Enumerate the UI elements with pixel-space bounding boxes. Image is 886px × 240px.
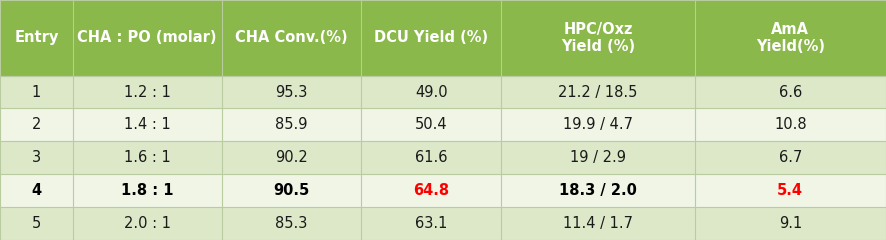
Text: 4: 4	[31, 183, 42, 198]
Bar	[0, 76, 73, 108]
Bar	[0, 174, 73, 207]
Text: CHA Conv.(%): CHA Conv.(%)	[235, 30, 348, 45]
Bar	[695, 174, 886, 207]
Text: 5: 5	[32, 216, 41, 231]
Bar	[73, 0, 222, 76]
Text: 95.3: 95.3	[276, 84, 307, 100]
Bar	[222, 207, 361, 240]
Bar	[0, 108, 73, 141]
Bar	[695, 76, 886, 108]
Text: DCU Yield (%): DCU Yield (%)	[375, 30, 488, 45]
Text: 11.4 / 1.7: 11.4 / 1.7	[563, 216, 633, 231]
Text: 85.9: 85.9	[276, 117, 307, 132]
Text: 2: 2	[32, 117, 41, 132]
Bar	[73, 76, 222, 108]
Text: 21.2 / 18.5: 21.2 / 18.5	[558, 84, 638, 100]
Bar	[501, 207, 695, 240]
Text: Entry: Entry	[14, 30, 58, 45]
Bar	[695, 0, 886, 76]
Bar	[695, 108, 886, 141]
Bar	[361, 174, 501, 207]
Bar	[501, 0, 695, 76]
Bar	[222, 76, 361, 108]
Text: 90.2: 90.2	[276, 150, 307, 165]
Bar	[222, 108, 361, 141]
Bar	[501, 141, 695, 174]
Text: 63.1: 63.1	[416, 216, 447, 231]
Text: 9.1: 9.1	[779, 216, 802, 231]
Text: HPC/Oxz
Yield (%): HPC/Oxz Yield (%)	[561, 22, 635, 54]
Bar	[73, 141, 222, 174]
Bar	[0, 207, 73, 240]
Text: 90.5: 90.5	[274, 183, 309, 198]
Bar	[361, 108, 501, 141]
Text: 1: 1	[32, 84, 41, 100]
Text: 85.3: 85.3	[276, 216, 307, 231]
Bar	[0, 0, 73, 76]
Bar	[222, 174, 361, 207]
Text: 6.6: 6.6	[779, 84, 802, 100]
Text: 19 / 2.9: 19 / 2.9	[570, 150, 626, 165]
Text: 3: 3	[32, 150, 41, 165]
Text: 1.8 : 1: 1.8 : 1	[120, 183, 174, 198]
Text: 19.9 / 4.7: 19.9 / 4.7	[563, 117, 633, 132]
Text: 1.4 : 1: 1.4 : 1	[124, 117, 170, 132]
Bar	[501, 108, 695, 141]
Text: 1.2 : 1: 1.2 : 1	[124, 84, 170, 100]
Text: 50.4: 50.4	[416, 117, 447, 132]
Bar	[361, 141, 501, 174]
Text: 2.0 : 1: 2.0 : 1	[123, 216, 171, 231]
Bar	[361, 76, 501, 108]
Bar	[73, 174, 222, 207]
Bar	[73, 108, 222, 141]
Bar	[501, 76, 695, 108]
Bar	[695, 207, 886, 240]
Text: 5.4: 5.4	[777, 183, 804, 198]
Bar	[501, 174, 695, 207]
Text: 6.7: 6.7	[779, 150, 802, 165]
Bar	[222, 0, 361, 76]
Bar	[73, 207, 222, 240]
Text: 64.8: 64.8	[414, 183, 449, 198]
Bar	[361, 0, 501, 76]
Bar	[222, 141, 361, 174]
Text: 49.0: 49.0	[416, 84, 447, 100]
Bar	[695, 141, 886, 174]
Text: CHA : PO (molar): CHA : PO (molar)	[77, 30, 217, 45]
Bar	[0, 141, 73, 174]
Text: 18.3 / 2.0: 18.3 / 2.0	[559, 183, 637, 198]
Text: 10.8: 10.8	[774, 117, 806, 132]
Bar	[361, 207, 501, 240]
Text: AmA
Yield(%): AmA Yield(%)	[756, 22, 825, 54]
Text: 1.6 : 1: 1.6 : 1	[124, 150, 170, 165]
Text: 61.6: 61.6	[416, 150, 447, 165]
